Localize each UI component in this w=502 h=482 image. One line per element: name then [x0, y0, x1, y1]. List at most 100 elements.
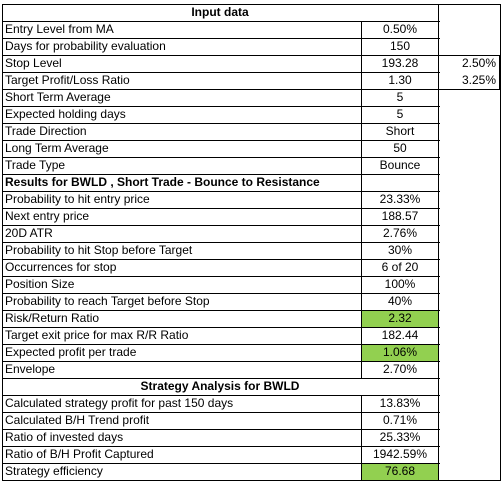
value-cell[interactable]: 1942.59%: [362, 446, 439, 463]
table-row-expected-holding-days: Expected holding days 5: [0, 106, 502, 123]
extra-value-cell[interactable]: 2.50%: [439, 55, 500, 72]
row-label[interactable]: Short Term Average: [2, 89, 362, 106]
value-cell[interactable]: 1.30: [362, 72, 439, 89]
row-label[interactable]: Trade Type: [2, 157, 362, 174]
row-label[interactable]: Days for probability evaluation: [2, 38, 362, 55]
highlighted-value-cell[interactable]: 1.06%: [362, 344, 439, 361]
row-label[interactable]: Probability to hit entry price: [2, 191, 362, 208]
table-row-ratio-of-b-h-profit-captured: Ratio of B/H Profit Captured 1942.59%: [0, 446, 502, 463]
row-separator: [2, 191, 440, 192]
table-top-border: [2, 4, 440, 5]
row-label[interactable]: 20D ATR: [2, 225, 362, 242]
row-label[interactable]: Long Term Average: [2, 140, 362, 157]
table-row-20d-atr: 20D ATR 2.76%: [0, 225, 502, 242]
value-cell[interactable]: 23.33%: [362, 191, 439, 208]
table-row-strategy-efficiency: Strategy efficiency 76.68: [0, 463, 502, 480]
row-label[interactable]: Occurrences for stop: [2, 259, 362, 276]
row-label[interactable]: Strategy efficiency: [2, 463, 362, 480]
value-cell[interactable]: 40%: [362, 293, 439, 310]
table-row-target-profit-loss-ratio: Target Profit/Loss Ratio 1.30 3.25%: [0, 72, 502, 89]
value-cell[interactable]: 30%: [362, 242, 439, 259]
extra-column-right-border: [500, 4, 501, 480]
row-separator: [2, 123, 440, 124]
results-header-row: Results for BWLD , Short Trade - Bounce …: [0, 174, 502, 191]
row-label[interactable]: Probability to hit Stop before Target: [2, 242, 362, 259]
value-cell[interactable]: Short: [362, 123, 439, 140]
row-label[interactable]: Trade Direction: [2, 123, 362, 140]
row-separator: [2, 140, 440, 141]
results-header-value-cell[interactable]: [362, 174, 439, 191]
row-label[interactable]: Position Size: [2, 276, 362, 293]
value-cell[interactable]: 2.76%: [362, 225, 439, 242]
row-separator: [2, 429, 440, 430]
row-label[interactable]: Risk/Return Ratio: [2, 310, 362, 327]
row-separator: [2, 327, 440, 328]
value-cell[interactable]: 0.50%: [362, 21, 439, 38]
row-separator: [2, 21, 440, 22]
table-row-probability-to-hit-stop-before-target: Probability to hit Stop before Target 30%: [0, 242, 502, 259]
row-separator: [2, 55, 440, 56]
row-label[interactable]: Next entry price: [2, 208, 362, 225]
value-cell[interactable]: 13.83%: [362, 395, 439, 412]
input-data-header[interactable]: Input data: [2, 4, 439, 21]
row-label[interactable]: Stop Level: [2, 55, 362, 72]
row-separator: [2, 259, 440, 260]
row-separator: [2, 395, 440, 396]
value-cell[interactable]: 25.33%: [362, 429, 439, 446]
highlighted-value-cell[interactable]: 2.32: [362, 310, 439, 327]
row-separator: [2, 361, 440, 362]
extra-value-cell[interactable]: 3.25%: [439, 72, 500, 89]
value-cell[interactable]: 6 of 20: [362, 259, 439, 276]
row-separator: [2, 412, 440, 413]
value-cell[interactable]: 0.71%: [362, 412, 439, 429]
row-label[interactable]: Probability to reach Target before Stop: [2, 293, 362, 310]
table-row-probability-to-reach-target-before-stop: Probability to reach Target before Stop 4…: [0, 293, 502, 310]
value-cell[interactable]: 2.70%: [362, 361, 439, 378]
row-separator: [2, 174, 440, 175]
value-cell[interactable]: 193.28: [362, 55, 439, 72]
row-separator: [2, 293, 440, 294]
highlighted-value-cell[interactable]: 76.68: [362, 463, 439, 480]
value-cell[interactable]: 182.44: [362, 327, 439, 344]
table-row-probability-to-hit-entry-price: Probability to hit entry price 23.33%: [0, 191, 502, 208]
extra-column-bottom-border: [439, 89, 501, 90]
table-row-short-term-average: Short Term Average 5: [0, 89, 502, 106]
row-label[interactable]: Target exit price for max R/R Ratio: [2, 327, 362, 344]
table-row-position-size: Position Size 100%: [0, 276, 502, 293]
value-cell[interactable]: 150: [362, 38, 439, 55]
row-separator: [2, 106, 440, 107]
row-label[interactable]: Expected profit per trade: [2, 344, 362, 361]
table-row-ratio-of-invested-days: Ratio of invested days 25.33%: [0, 429, 502, 446]
row-label[interactable]: Target Profit/Loss Ratio: [2, 72, 362, 89]
results-header[interactable]: Results for BWLD , Short Trade - Bounce …: [2, 174, 362, 191]
row-label[interactable]: Entry Level from MA: [2, 21, 362, 38]
row-separator: [2, 72, 440, 73]
row-label[interactable]: Ratio of invested days: [2, 429, 362, 446]
value-cell[interactable]: 5: [362, 106, 439, 123]
row-label[interactable]: Ratio of B/H Profit Captured: [2, 446, 362, 463]
input-data-header-row: Input data: [0, 4, 502, 21]
strategy-header[interactable]: Strategy Analysis for BWLD: [2, 378, 439, 395]
row-separator: [2, 208, 440, 209]
table-bottom-border: [2, 480, 440, 481]
row-separator: [2, 225, 440, 226]
strategy-header-row: Strategy Analysis for BWLD: [0, 378, 502, 395]
row-separator: [2, 344, 440, 345]
table-row-calculated-strategy-profit-for-past-150-days: Calculated strategy profit for past 150 …: [0, 395, 502, 412]
row-label[interactable]: Envelope: [2, 361, 362, 378]
value-cell[interactable]: 5: [362, 89, 439, 106]
value-cell[interactable]: 188.57: [362, 208, 439, 225]
row-label[interactable]: Calculated B/H Trend profit: [2, 412, 362, 429]
row-separator: [2, 446, 440, 447]
table-row-trade-direction: Trade Direction Short: [0, 123, 502, 140]
row-separator: [2, 38, 440, 39]
value-cell[interactable]: 50: [362, 140, 439, 157]
row-label[interactable]: Calculated strategy profit for past 150 …: [2, 395, 362, 412]
table-row-risk-return-ratio: Risk/Return Ratio 2.32: [0, 310, 502, 327]
row-separator: [2, 310, 440, 311]
table-row-long-term-average: Long Term Average 50: [0, 140, 502, 157]
value-cell[interactable]: 100%: [362, 276, 439, 293]
row-label[interactable]: Expected holding days: [2, 106, 362, 123]
table-row-target-exit-price-for-max-r-r-ratio: Target exit price for max R/R Ratio 182.4…: [0, 327, 502, 344]
value-cell[interactable]: Bounce: [362, 157, 439, 174]
